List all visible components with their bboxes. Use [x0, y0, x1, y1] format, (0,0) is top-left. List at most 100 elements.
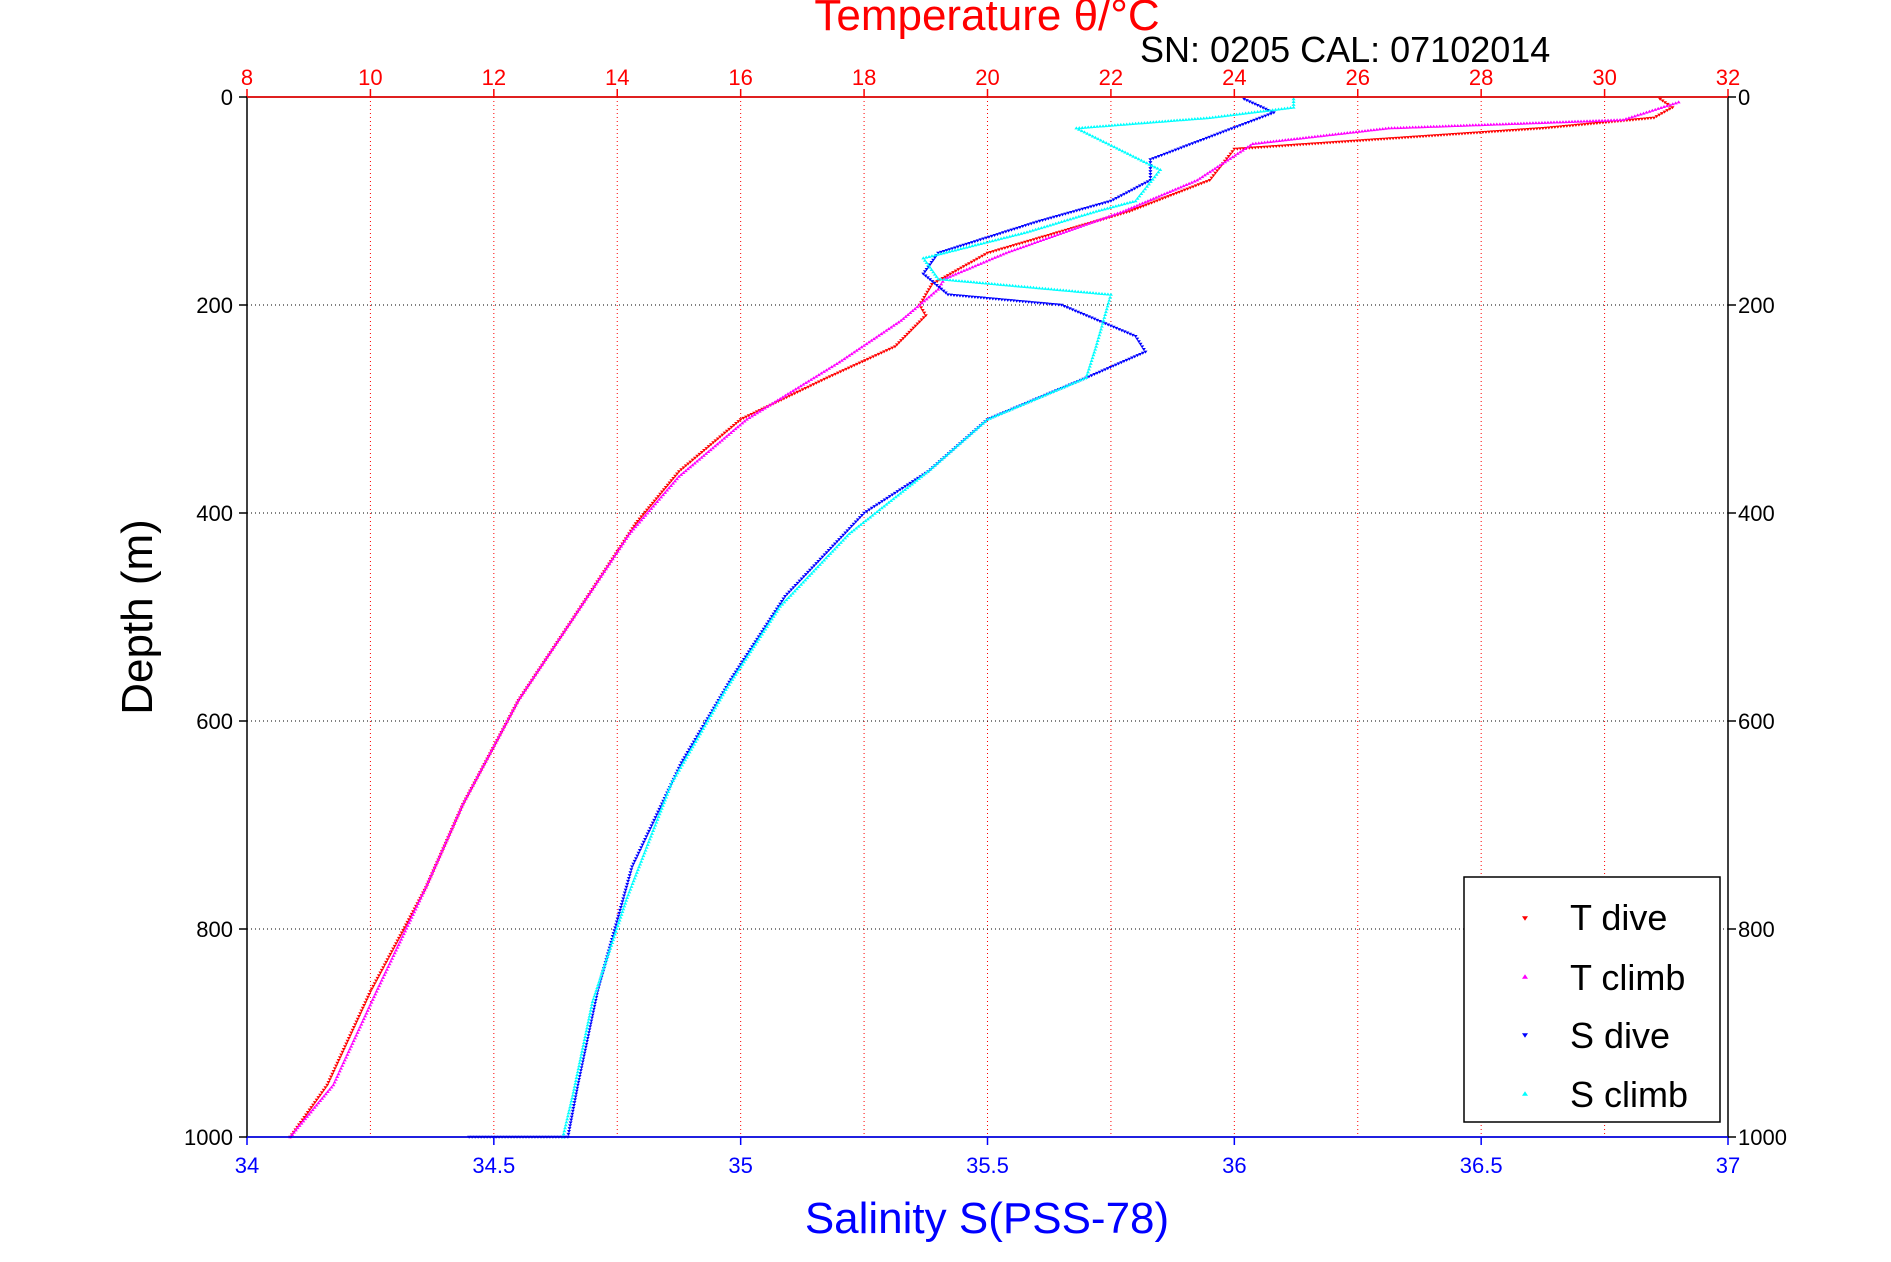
data-point-t-climb: [1377, 127, 1382, 131]
left-tick-label: 200: [196, 293, 233, 318]
data-point-s-dive: [1154, 156, 1159, 160]
data-point-t-dive: [1304, 142, 1309, 146]
data-point-s-dive: [1040, 219, 1045, 222]
data-point-s-dive: [820, 555, 825, 559]
data-point-s-climb: [580, 1046, 585, 1050]
data-point-t-climb: [1101, 216, 1106, 220]
data-point-s-dive: [1017, 225, 1022, 229]
data-point-s-dive: [633, 857, 638, 861]
data-point-s-climb: [622, 904, 627, 908]
data-point-s-dive: [1116, 362, 1121, 366]
data-point-s-climb: [1093, 347, 1098, 351]
data-point-t-dive: [1135, 206, 1140, 210]
data-point-t-climb: [1449, 124, 1454, 128]
data-point-s-climb: [561, 1132, 566, 1136]
data-point-t-climb: [1274, 139, 1279, 143]
data-point-t-climb: [349, 1044, 354, 1048]
data-point-t-dive: [1364, 138, 1369, 142]
series-s-dive: [467, 97, 1276, 1139]
data-point-t-climb: [1615, 118, 1620, 122]
data-point-s-climb: [1073, 289, 1078, 293]
data-point-t-climb: [1205, 171, 1210, 175]
data-point-t-dive: [1558, 125, 1563, 129]
data-point-s-climb: [1237, 112, 1242, 116]
data-point-s-dive: [978, 238, 983, 242]
data-point-s-climb: [1282, 106, 1287, 110]
data-point-t-climb: [879, 332, 884, 336]
bottom-tick-label: 37: [1716, 1153, 1740, 1178]
data-point-t-dive: [1546, 126, 1551, 130]
data-point-t-dive: [1507, 129, 1512, 133]
data-point-s-climb: [967, 244, 972, 248]
data-point-t-climb: [989, 257, 994, 261]
data-point-s-climb: [601, 966, 606, 970]
data-point-t-dive: [1343, 140, 1348, 144]
data-point-t-dive: [1519, 128, 1524, 132]
data-point-s-dive: [987, 297, 992, 301]
data-point-s-climb: [1016, 232, 1021, 236]
data-point-t-climb: [332, 1080, 337, 1084]
data-point-s-climb: [889, 498, 894, 502]
data-point-t-dive: [825, 376, 830, 380]
data-point-t-climb: [1170, 188, 1175, 192]
data-point-s-climb: [1148, 180, 1153, 183]
data-point-s-climb: [594, 988, 599, 992]
data-point-s-climb: [768, 619, 773, 623]
data-point-t-dive: [679, 468, 684, 472]
data-point-t-climb: [396, 943, 401, 947]
data-point-t-climb: [587, 592, 592, 596]
data-point-s-climb: [1091, 210, 1096, 214]
data-point-s-climb: [1097, 333, 1102, 337]
data-point-t-climb: [588, 589, 593, 593]
data-point-s-climb: [602, 963, 607, 967]
data-point-t-climb: [350, 1041, 355, 1045]
data-point-t-climb: [447, 832, 452, 836]
data-point-t-dive: [401, 928, 406, 932]
data-point-s-climb: [581, 1040, 586, 1044]
data-point-s-dive: [1249, 119, 1254, 123]
data-point-t-dive: [326, 1081, 331, 1085]
data-point-s-climb: [919, 475, 924, 479]
data-point-s-dive: [1089, 374, 1094, 378]
data-point-s-climb: [583, 1035, 588, 1039]
data-point-t-dive: [1648, 116, 1653, 120]
data-point-s-climb: [1101, 318, 1106, 322]
data-point-s-climb: [1225, 113, 1230, 117]
data-point-t-climb: [631, 527, 636, 531]
data-point-t-dive: [1017, 242, 1022, 246]
data-point-s-climb: [893, 495, 898, 499]
data-point-s-climb: [921, 473, 926, 477]
data-point-t-climb: [695, 459, 700, 463]
data-point-t-dive: [1207, 179, 1212, 182]
data-point-t-dive: [1645, 117, 1650, 121]
data-point-s-climb: [1098, 330, 1103, 334]
data-point-t-dive: [369, 987, 374, 991]
data-point-s-climb: [1151, 120, 1156, 124]
left-tick-label: 0: [221, 85, 233, 110]
data-point-s-dive: [822, 553, 827, 557]
data-point-t-climb: [1629, 115, 1634, 119]
data-point-s-climb: [960, 439, 965, 443]
data-point-t-climb: [423, 885, 428, 889]
data-point-t-climb: [355, 1030, 360, 1034]
data-point-t-climb: [1422, 125, 1427, 129]
data-point-t-climb: [1624, 117, 1629, 121]
data-point-t-dive: [980, 254, 985, 258]
data-point-t-climb: [545, 655, 550, 659]
data-point-t-climb: [290, 1132, 295, 1136]
data-point-t-dive: [309, 1106, 314, 1110]
data-point-s-climb: [1116, 203, 1121, 207]
data-point-t-climb: [335, 1074, 340, 1078]
data-point-s-climb: [907, 484, 912, 488]
data-point-t-dive: [1639, 117, 1644, 121]
top-tick-label: 10: [358, 65, 382, 90]
data-point-t-dive: [402, 926, 407, 930]
data-point-s-climb: [1054, 388, 1059, 392]
data-point-s-climb: [953, 445, 958, 449]
data-point-t-climb: [1132, 204, 1137, 208]
data-point-t-climb: [950, 273, 955, 277]
data-point-s-dive: [1246, 120, 1251, 124]
data-point-s-climb: [811, 569, 816, 573]
data-point-t-dive: [1528, 127, 1533, 131]
data-point-t-climb: [1202, 173, 1207, 177]
